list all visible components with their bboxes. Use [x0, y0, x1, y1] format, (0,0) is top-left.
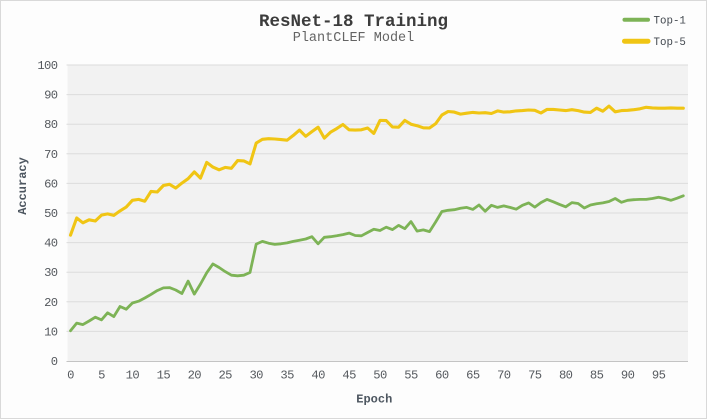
svg-text:30: 30: [249, 369, 263, 383]
svg-text:60: 60: [435, 369, 449, 383]
svg-text:90: 90: [44, 89, 58, 103]
svg-text:80: 80: [559, 369, 573, 383]
svg-text:50: 50: [373, 369, 387, 383]
svg-text:25: 25: [218, 369, 232, 383]
svg-text:5: 5: [98, 369, 105, 383]
svg-text:Top-5: Top-5: [654, 37, 686, 49]
svg-text:Top-1: Top-1: [654, 15, 686, 27]
svg-text:PlantCLEF Model: PlantCLEF Model: [293, 31, 415, 46]
svg-text:30: 30: [44, 266, 58, 280]
svg-text:20: 20: [188, 369, 202, 383]
svg-text:90: 90: [621, 369, 635, 383]
svg-text:20: 20: [44, 296, 58, 310]
svg-text:ResNet-18 Training: ResNet-18 Training: [259, 12, 448, 32]
svg-text:10: 10: [126, 369, 140, 383]
svg-text:65: 65: [466, 369, 480, 383]
svg-text:Epoch: Epoch: [356, 393, 392, 407]
svg-text:50: 50: [44, 207, 58, 221]
svg-text:Accuracy: Accuracy: [16, 157, 30, 215]
svg-text:70: 70: [44, 148, 58, 162]
svg-text:40: 40: [311, 369, 325, 383]
svg-text:75: 75: [528, 369, 542, 383]
svg-text:35: 35: [280, 369, 294, 383]
svg-text:70: 70: [497, 369, 511, 383]
svg-text:100: 100: [37, 59, 57, 73]
svg-text:80: 80: [44, 118, 58, 132]
svg-text:0: 0: [67, 369, 74, 383]
svg-text:15: 15: [157, 369, 171, 383]
svg-text:40: 40: [44, 237, 58, 251]
svg-text:55: 55: [404, 369, 418, 383]
svg-text:45: 45: [342, 369, 356, 383]
svg-text:95: 95: [652, 369, 666, 383]
svg-text:0: 0: [51, 355, 58, 369]
svg-text:10: 10: [44, 325, 58, 339]
svg-text:85: 85: [590, 369, 604, 383]
svg-text:60: 60: [44, 177, 58, 191]
